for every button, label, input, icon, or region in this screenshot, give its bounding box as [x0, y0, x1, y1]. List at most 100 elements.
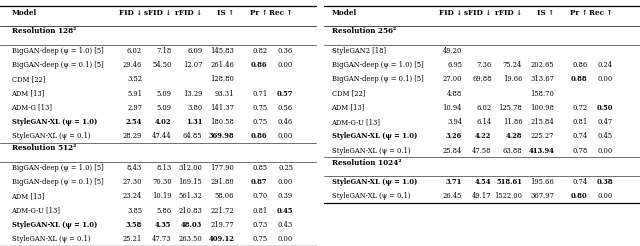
Text: 26.45: 26.45: [443, 193, 462, 200]
Text: 145.83: 145.83: [211, 47, 234, 55]
Text: ADM-G [13]: ADM-G [13]: [12, 104, 52, 112]
Text: 70.30: 70.30: [152, 178, 172, 186]
Text: 202.65: 202.65: [531, 61, 554, 69]
Text: 215.84: 215.84: [531, 118, 554, 126]
Text: Resolution 512²: Resolution 512²: [12, 144, 76, 152]
Text: 0.46: 0.46: [278, 118, 293, 126]
Text: 0.75: 0.75: [252, 104, 268, 112]
Text: 58.06: 58.06: [215, 193, 234, 200]
Text: StyleGAN-XL (ψ = 1.0): StyleGAN-XL (ψ = 1.0): [12, 221, 97, 229]
Text: 219.77: 219.77: [211, 221, 234, 229]
Text: sFID ↓: sFID ↓: [464, 9, 492, 17]
Text: 48.03: 48.03: [181, 221, 202, 229]
Text: BigGAN-deep (ψ = 1.0) [5]: BigGAN-deep (ψ = 1.0) [5]: [12, 47, 103, 55]
Text: 1.31: 1.31: [186, 118, 202, 126]
Text: 0.85: 0.85: [252, 164, 268, 172]
Text: 63.88: 63.88: [502, 147, 522, 155]
Text: 4.54: 4.54: [475, 178, 492, 186]
Text: 5.09: 5.09: [157, 104, 172, 112]
Text: 13.29: 13.29: [183, 90, 202, 98]
Text: 0.00: 0.00: [598, 193, 613, 200]
Text: 6.02: 6.02: [127, 47, 142, 55]
Text: Rec ↑: Rec ↑: [589, 9, 613, 17]
Text: 1522.00: 1522.00: [494, 193, 522, 200]
Text: 23.24: 23.24: [123, 193, 142, 200]
Text: 0.81: 0.81: [252, 207, 268, 215]
Text: 0.86: 0.86: [251, 132, 268, 140]
Text: 0.70: 0.70: [252, 193, 268, 200]
Text: 4.35: 4.35: [155, 221, 172, 229]
Text: 128.80: 128.80: [211, 75, 234, 83]
Text: sFID ↓: sFID ↓: [144, 9, 172, 17]
Text: CDM [22]: CDM [22]: [12, 75, 45, 83]
Text: 0.75: 0.75: [252, 118, 268, 126]
Text: 4.28: 4.28: [506, 132, 522, 140]
Text: 49.20: 49.20: [443, 47, 462, 55]
Text: 8.13: 8.13: [156, 164, 172, 172]
Text: 0.80: 0.80: [571, 193, 588, 200]
Text: 0.81: 0.81: [572, 118, 588, 126]
Text: 5.86: 5.86: [156, 207, 172, 215]
Text: 0.86: 0.86: [572, 61, 588, 69]
Text: 0.43: 0.43: [278, 221, 293, 229]
Text: 3.52: 3.52: [127, 75, 142, 83]
Text: 0.86: 0.86: [251, 61, 268, 69]
Text: Model: Model: [12, 9, 36, 17]
Text: ADM-G-U [13]: ADM-G-U [13]: [332, 118, 381, 126]
Text: 0.50: 0.50: [596, 104, 613, 112]
Text: 5.09: 5.09: [157, 90, 172, 98]
Text: 0.75: 0.75: [252, 235, 268, 243]
Text: 0.00: 0.00: [598, 75, 613, 83]
Text: 0.36: 0.36: [278, 47, 293, 55]
Text: 0.00: 0.00: [278, 235, 293, 243]
Text: 0.47: 0.47: [598, 118, 613, 126]
Text: StyleGAN2 [18]: StyleGAN2 [18]: [332, 47, 386, 55]
Text: ADM [13]: ADM [13]: [12, 193, 45, 200]
Text: 27.30: 27.30: [123, 178, 142, 186]
Text: 3.71: 3.71: [445, 178, 462, 186]
Text: 4.22: 4.22: [475, 132, 492, 140]
Text: 6.14: 6.14: [476, 118, 492, 126]
Text: 225.27: 225.27: [531, 132, 554, 140]
Text: 0.78: 0.78: [572, 147, 588, 155]
Text: 312.00: 312.00: [179, 164, 202, 172]
Text: 3.94: 3.94: [447, 118, 462, 126]
Text: Resolution 256²: Resolution 256²: [332, 27, 396, 35]
Text: StyleGAN-XL (ψ = 0.1): StyleGAN-XL (ψ = 0.1): [332, 193, 410, 200]
Text: 0.82: 0.82: [252, 47, 268, 55]
Text: 4.02: 4.02: [155, 118, 172, 126]
Text: 369.98: 369.98: [209, 132, 234, 140]
Text: 0.00: 0.00: [278, 178, 293, 186]
Text: 5.91: 5.91: [127, 90, 142, 98]
Text: 47.58: 47.58: [472, 147, 492, 155]
Text: 0.72: 0.72: [572, 104, 588, 112]
Text: 0.39: 0.39: [278, 193, 293, 200]
Text: 0.38: 0.38: [596, 178, 613, 186]
Text: 158.70: 158.70: [531, 90, 554, 98]
Text: 0.71: 0.71: [252, 90, 268, 98]
Text: rFID ↓: rFID ↓: [495, 9, 522, 17]
Text: StyleGAN-XL (ψ = 0.1): StyleGAN-XL (ψ = 0.1): [332, 147, 410, 155]
Text: 0.74: 0.74: [572, 132, 588, 140]
Text: 3.80: 3.80: [187, 104, 202, 112]
Text: 69.88: 69.88: [472, 75, 492, 83]
Text: Pr ↑: Pr ↑: [250, 9, 268, 17]
Text: 3.85: 3.85: [127, 207, 142, 215]
Text: 6.02: 6.02: [476, 104, 492, 112]
Text: 2.54: 2.54: [125, 118, 142, 126]
Text: 0.00: 0.00: [278, 61, 293, 69]
Text: 0.73: 0.73: [252, 221, 268, 229]
Text: 0.45: 0.45: [598, 132, 613, 140]
Text: 49.17: 49.17: [472, 193, 492, 200]
Text: 313.67: 313.67: [530, 75, 554, 83]
Text: ADM [13]: ADM [13]: [12, 90, 45, 98]
Text: 169.15: 169.15: [179, 178, 202, 186]
Text: 0.88: 0.88: [571, 75, 588, 83]
Text: 221.72: 221.72: [211, 207, 234, 215]
Text: 518.61: 518.61: [497, 178, 522, 186]
Text: 125.78: 125.78: [499, 104, 522, 112]
Text: 47.73: 47.73: [152, 235, 172, 243]
Text: StyleGAN-XL (ψ = 1.0): StyleGAN-XL (ψ = 1.0): [332, 178, 417, 186]
Text: 0.74: 0.74: [572, 178, 588, 186]
Text: 4.88: 4.88: [447, 90, 462, 98]
